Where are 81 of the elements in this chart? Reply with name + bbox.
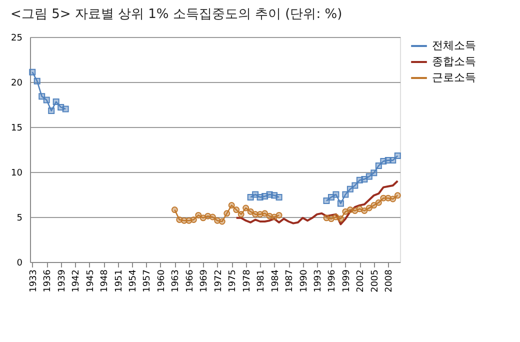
point	[190, 216, 197, 223]
x-tick-label: 1933	[28, 270, 39, 292]
x-tick-label: 1939	[57, 269, 68, 292]
y-tick-label: 20	[11, 78, 23, 88]
x-tick-label: 1999	[342, 269, 352, 292]
point	[394, 192, 401, 199]
point	[356, 206, 363, 212]
point	[342, 191, 349, 198]
point	[337, 216, 344, 222]
line-series	[235, 180, 399, 226]
point	[228, 202, 235, 209]
point	[375, 162, 382, 169]
point	[390, 196, 396, 202]
point	[195, 212, 202, 218]
point	[352, 182, 358, 189]
legend-label: 전체소득	[432, 39, 476, 52]
point	[238, 211, 244, 218]
x-tick-label: 2002	[356, 270, 366, 292]
x-tick-label: 1966	[185, 269, 196, 292]
point	[271, 214, 278, 220]
point	[262, 210, 268, 217]
x-tick-label: 1993	[313, 270, 324, 292]
point	[337, 200, 344, 207]
point	[171, 206, 178, 214]
point	[332, 191, 340, 198]
point	[52, 98, 60, 106]
point	[390, 157, 396, 164]
point	[247, 208, 254, 215]
x-tick-label: 1954	[128, 269, 138, 292]
point	[233, 206, 240, 214]
point	[242, 204, 250, 212]
point	[370, 170, 378, 176]
chart-title: <그림 5> 자료별 상위 1% 소득집중도의 추이 (단위: %)	[10, 7, 342, 22]
y-tick-label: 0	[16, 258, 23, 268]
x-tick-label: 1942	[72, 270, 82, 292]
point	[370, 202, 378, 209]
point	[346, 186, 354, 192]
x-tick-label: 2005	[370, 270, 380, 292]
point	[276, 212, 282, 218]
point	[29, 68, 36, 76]
point	[218, 218, 226, 225]
point	[276, 194, 282, 200]
x-tick-label: 1945	[86, 270, 96, 292]
x-tick-label: 1936	[43, 269, 54, 292]
point	[48, 108, 55, 114]
point	[200, 214, 206, 222]
point	[352, 207, 358, 214]
point	[361, 176, 368, 182]
point	[209, 214, 216, 220]
point	[34, 78, 40, 84]
legend-label: 종합소득	[432, 55, 476, 68]
y-tick-label: 15	[11, 124, 22, 134]
y-tick-label: 5	[16, 214, 22, 224]
point	[328, 216, 334, 222]
x-tick-label: 1978	[242, 269, 252, 292]
point	[394, 152, 401, 160]
point	[224, 210, 230, 217]
x-tick-label: 1987	[285, 270, 296, 292]
point	[62, 106, 69, 112]
x-tick-label: 1969	[200, 269, 210, 292]
x-tick-label: 1984	[270, 269, 281, 292]
x-tick-label: 1990	[299, 269, 310, 292]
point	[366, 204, 372, 212]
x-tick-label: 1951	[114, 270, 124, 292]
y-tick-label: 10	[11, 168, 23, 178]
point	[375, 199, 382, 206]
x-tick-label: 2008	[384, 269, 395, 292]
legend-label: 근로소득	[432, 71, 476, 84]
x-tick-label: 1957	[142, 270, 153, 292]
x-tick-label: 1963	[171, 270, 182, 292]
x-tick-label: 1981	[256, 270, 267, 292]
x-tick-label: 1996	[328, 269, 338, 292]
x-tick-label: 1975	[228, 270, 238, 292]
point	[323, 198, 330, 204]
x-tick-label: 1972	[214, 270, 224, 292]
y-tick-label: 25	[11, 34, 22, 44]
point	[361, 207, 368, 214]
point	[43, 96, 50, 104]
x-tick-label: 1960	[156, 269, 167, 292]
x-tick-label: 1948	[100, 269, 110, 292]
point	[38, 93, 46, 100]
